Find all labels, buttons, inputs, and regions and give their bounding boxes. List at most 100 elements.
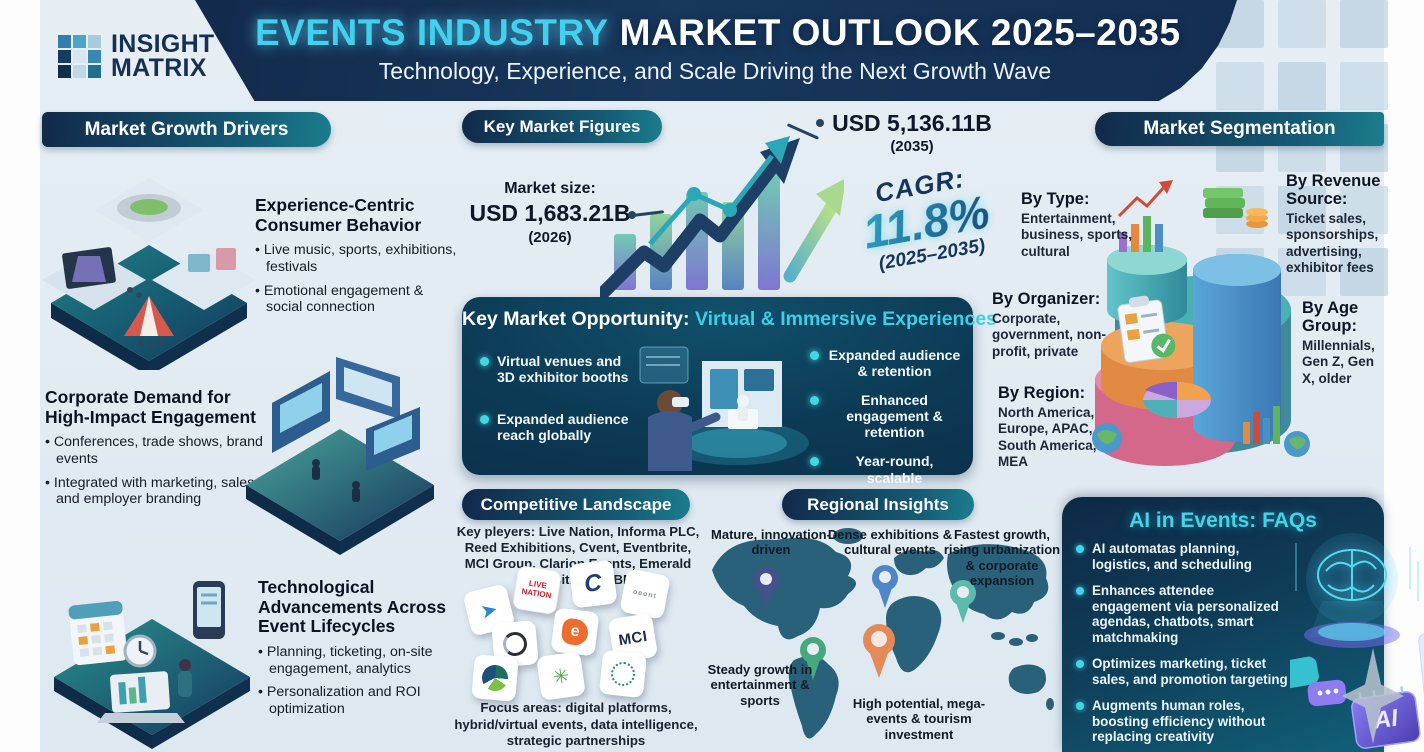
insight-matrix-logo: INSIGHT MATRIX (58, 32, 215, 82)
map-pin-europe (872, 565, 898, 608)
segment-title: By Type: (1021, 190, 1090, 208)
bullet-dot-icon (1076, 702, 1084, 711)
pie-chart-icon (1143, 381, 1211, 418)
logo-tile-eventbrite: e (550, 607, 600, 657)
generic-label: oeont (632, 588, 658, 600)
driver-bullet: Live music, sports, exhibitions, festiva… (255, 242, 457, 276)
segment-title: By Region: (998, 384, 1086, 402)
pie-icon (480, 663, 510, 693)
driver-bullet: Personalization and ROI optimization (258, 684, 458, 718)
opportunity-panel: Key Market Opportunity: Virtual & Immers… (462, 297, 997, 502)
opportunity-right-list: Expanded audience & retention Enhanced e… (810, 347, 962, 502)
segment-title: By Organizer: (992, 290, 1101, 308)
faq-bullet: Augments human roles, boosting efficienc… (1076, 698, 1292, 745)
header-banner (195, 0, 1237, 101)
segment-text: Entertainment, business, sports, cultura… (1021, 211, 1133, 259)
decor-tile (1340, 248, 1388, 296)
driver-bullet-list: Planning, ticketing, on-site engagement,… (258, 644, 458, 718)
ai-faqs-title: AI in Events: FAQs (1129, 509, 1317, 532)
logo-tile-live-nation: LIVE NATION (511, 564, 563, 616)
cvent-label: C (582, 569, 604, 598)
mci-label: MCI (617, 627, 649, 649)
market-size-block: Market size: USD 1,683.21B (2026) (468, 180, 632, 246)
opportunity-bullet: Virtual venues and 3D exhibitor booths (480, 353, 638, 385)
live-nation-label: LIVE NATION (520, 578, 553, 601)
segment-title: By Revenue Source: (1286, 172, 1381, 209)
bullet-dot-icon (810, 396, 819, 406)
segment-by-age-group: By Age Group: Millennials, Gen Z, Gen X,… (1302, 299, 1390, 387)
decor-tile (1278, 186, 1326, 234)
bullet-dot-icon (810, 457, 819, 467)
segment-by-type: By Type: Entertainment, business, sports… (1021, 190, 1159, 260)
logo-wordmark: INSIGHT MATRIX (111, 32, 215, 82)
bullet-dot-icon (1076, 545, 1084, 553)
opportunity-bullet: Enhanced engagement & retention (810, 392, 962, 440)
decor-tile (1278, 248, 1326, 296)
decor-tile (1278, 62, 1326, 110)
logo-tile-ubm: ✳ (536, 651, 586, 701)
map-pin-asia (950, 580, 976, 623)
logo-tile-cvent: C (568, 559, 618, 609)
opportunity-bullet-text: Enhanced engagement & retention (846, 392, 943, 441)
opportunity-bullet-text: Expanded audience reach globally (497, 411, 629, 444)
market-size-value: USD 1,683.21B (469, 200, 631, 226)
world-map (712, 528, 1054, 739)
driver-bullet: Conferences, trade shows, brand events (45, 434, 265, 468)
driver-bullet: Emotional engagement & social connection (255, 283, 457, 317)
faq-text: AI automatas planning, logistics, and sc… (1092, 541, 1252, 572)
market-size-label: Market size: (504, 180, 596, 197)
region-label-north-america: Mature, innovation-driven (711, 527, 831, 558)
opportunity-title: Key Market Opportunity: Virtual & Immers… (462, 308, 997, 331)
decor-tile (1216, 62, 1264, 110)
globe-icon (1092, 423, 1310, 457)
faq-bullet: Optimizes marketing, ticket sales, and p… (1076, 656, 1292, 687)
faq-text: Augments human roles, boosting efficienc… (1092, 698, 1266, 745)
bullet-dot-icon (810, 351, 819, 360)
opportunity-bullet: Expanded audience & retention (810, 347, 962, 379)
decor-tile (1340, 0, 1388, 48)
header-text: EVENTS INDUSTRY MARKET OUTLOOK 2025–2035 … (255, 12, 1180, 85)
faq-text: Enhances attendee engagement via persona… (1092, 583, 1279, 645)
forecast-value-block: USD 5,136.11B (2035) (830, 110, 994, 155)
opportunity-left-list: Virtual venues and 3D exhibitor booths E… (480, 353, 638, 443)
bullet-dot-icon (1076, 587, 1084, 596)
decor-tile (1278, 0, 1326, 48)
opportunity-bullet: Expanded audience reach globally (480, 411, 638, 443)
logo-tile-clarion (598, 649, 648, 699)
dotted-ring-icon (609, 660, 637, 688)
driver-bullet: Planning, ticketing, on-site engagement,… (258, 644, 458, 678)
logo-tile-generic: oeont (619, 568, 671, 620)
ai-faqs-panel: AI in Events: FAQs AI automatas planning… (1062, 497, 1424, 752)
logo-line-2: MATRIX (111, 53, 207, 82)
forecast-value: USD 5,136.11B (832, 110, 992, 136)
growth-chart-illustration (600, 136, 844, 297)
driver-title: Technological Advancements Across Event … (258, 577, 447, 637)
company-logo-tiles: ➤ LIVE NATION C oeont e MCI ✳ (455, 559, 705, 702)
opportunity-bullet-text: Expanded audience & retention (828, 347, 961, 380)
faq-text: Optimizes marketing, ticket sales, and p… (1092, 656, 1288, 687)
logo-tile-emerald (471, 654, 519, 702)
page-title-rest: MARKET OUTLOOK 2025–2035 (619, 12, 1181, 53)
clipboard-icon (1117, 295, 1176, 363)
region-label-asia: Fastest growth, rising urbanization & co… (943, 527, 1061, 588)
segment-by-organizer: By Organizer: Corporate, government, non… (992, 290, 1112, 360)
driver-corporate-demand: Corporate Demand for High-Impact Engagem… (45, 387, 265, 515)
mini-bars-icon (1117, 180, 1173, 252)
eventbrite-icon: e (560, 617, 590, 647)
segment-text: North America, Europe, APAC, South Ameri… (998, 405, 1097, 469)
opportunity-title-accent: Virtual & Immersive Experiences (694, 308, 998, 330)
segment-text: Millennials, Gen Z, Gen X, older (1302, 338, 1375, 386)
bullet-dot-icon (480, 415, 489, 425)
small-bars-icon (1243, 406, 1280, 444)
page-title-accent: EVENTS INDUSTRY (255, 12, 609, 53)
map-pin-south-america (800, 637, 826, 680)
vr-experience-illustration (639, 346, 809, 471)
driver-bullet: Integrated with marketing, sales, and em… (45, 475, 265, 509)
forecast-year: (2035) (890, 138, 934, 155)
faq-bullet: AI automatas planning, logistics, and sc… (1076, 541, 1292, 572)
page-title: EVENTS INDUSTRY MARKET OUTLOOK 2025–2035 (255, 12, 1180, 54)
segment-text: Ticket sales, sponsorships, advertising,… (1286, 211, 1379, 275)
focus-areas-text: Focus areas: digital platforms, hybrid/v… (454, 700, 698, 748)
segment-by-revenue: By Revenue Source: Ticket sales, sponsor… (1286, 172, 1390, 276)
